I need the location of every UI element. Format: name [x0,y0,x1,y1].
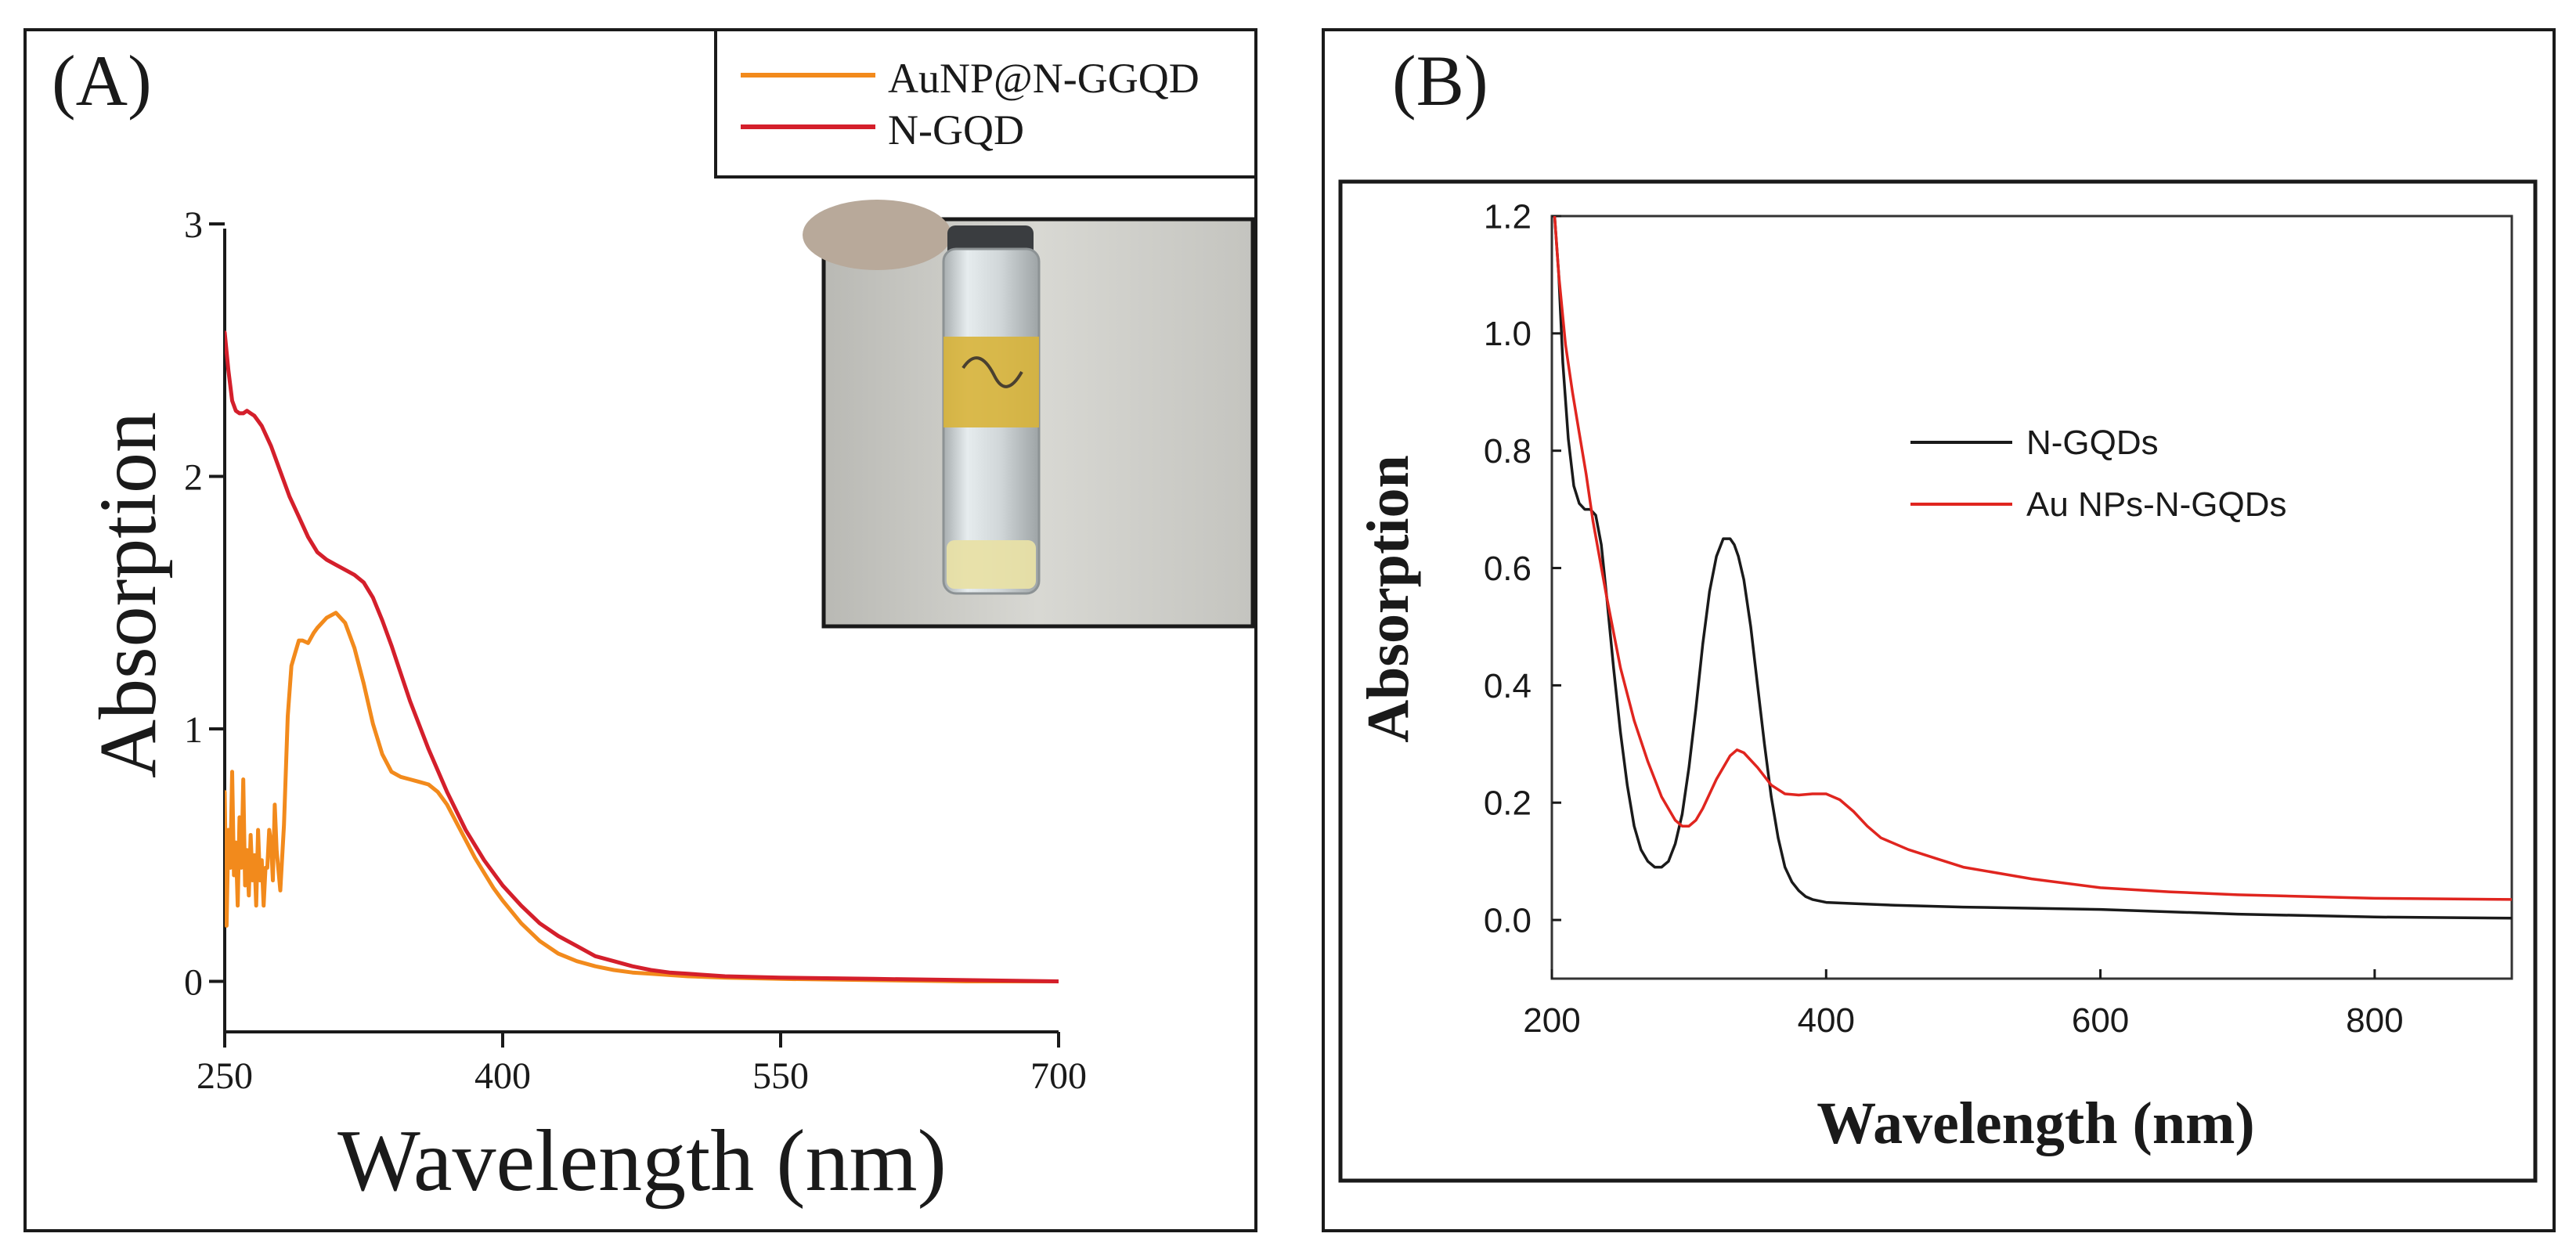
panel-b-y-tick-label: 0.8 [1484,432,1532,471]
panel-a-x-tick-label: 550 [752,1055,809,1097]
panel-a-y-tick-label: 0 [184,961,203,1003]
panel-a-x-label: Wavelength (nm) [337,1113,947,1210]
panel-a-series-n-gqd [225,330,1059,983]
panel-a-x-tick-label: 400 [474,1055,531,1097]
panel-a-frame [23,28,1257,1232]
legend-label-n-gqd: N-GQD [888,106,1024,153]
panel-b-plot-area [1550,215,2513,980]
legend-label-n-gqds: N-GQDs [2026,424,2159,462]
panel-a-x-tick-label: 700 [1030,1055,1087,1097]
panel-b-x-tick-label: 800 [2346,1001,2403,1040]
panel-a: (A) AuNP@N-GGQD N-GQD 250 400 550 700 0 1 2 3 A… [23,28,1257,1232]
panel-b: (B) 200 400 600 800 0.0 0.2 0.4 0.6 0.8 1.0 1.2 N-… [1322,28,2556,1232]
panel-b-y-tick-label: 0.4 [1484,667,1532,705]
panel-b-y-label: Absorption [1355,455,1421,742]
legend-box [714,28,1257,179]
panel-b-series-n-gqds [1553,216,2512,920]
panel-b-x-tick-label: 600 [2072,1001,2129,1040]
panel-b-x-tick-label: 400 [1798,1001,1855,1040]
inset-vial-writing [961,356,1023,388]
panel-b-y-tick-label: 0.0 [1484,901,1532,939]
legend-label-au-nps-n-gqds: Au NPs-N-GQDs [2026,485,2286,524]
panel-b-legend: N-GQDs Au NPs-N-GQDs [1910,424,2286,524]
panel-b-x-label: Wavelength (nm) [1817,1091,2254,1156]
panel-b-label: (B) [1392,41,1488,121]
panel-b-x-tick-label: 200 [1523,1001,1580,1040]
panel-b-inner-frame [1338,179,2538,1183]
inset-photo-vial [803,200,1255,629]
inset-finger [803,200,951,270]
panel-a-y-label: Absorption [83,412,173,778]
legend-label-aunp-n-ggqd: AuNP@N-GGQD [888,55,1200,102]
panel-a-legend: AuNP@N-GGQD N-GQD [714,28,1257,179]
panel-b-y-tick-label: 1.2 [1484,197,1532,236]
inset-vial-tape [943,337,1039,427]
inset-vial-liquid [947,540,1036,589]
panel-b-y-tick-label: 1.0 [1484,315,1532,353]
panel-a-series-aunp-n-ggqd [225,611,1059,983]
panel-a-label: (A) [52,41,152,121]
panel-a-x-tick-label: 250 [197,1055,253,1097]
panel-a-y-tick-label: 3 [184,204,203,246]
panel-a-y-tick-label: 2 [184,456,203,498]
panel-b-y-tick-label: 0.6 [1484,550,1532,588]
panel-b-series-au-nps-n-gqds [1553,216,2512,901]
panel-b-frame [1322,28,2556,1232]
panel-a-y-tick-label: 1 [184,709,203,751]
panel-b-y-tick-label: 0.2 [1484,784,1532,823]
